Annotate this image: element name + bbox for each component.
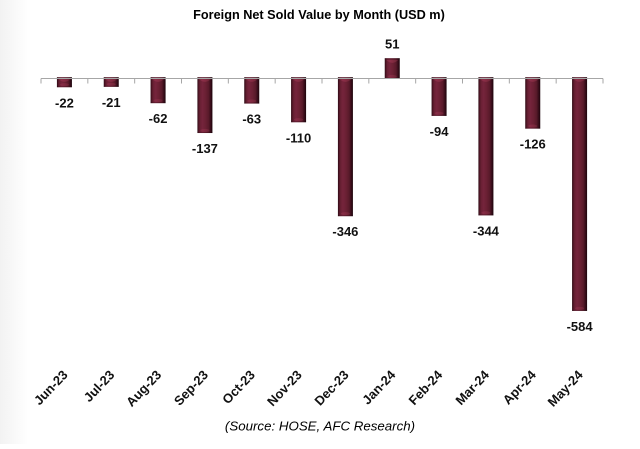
- svg-text:-63: -63: [242, 112, 261, 127]
- svg-text:-584: -584: [567, 319, 594, 334]
- svg-text:-346: -346: [332, 224, 358, 239]
- svg-text:Foreign Net Sold Value by Mont: Foreign Net Sold Value by Month (USD m): [193, 8, 445, 22]
- svg-text:-344: -344: [473, 223, 500, 238]
- svg-text:-62: -62: [149, 111, 168, 126]
- svg-text:-137: -137: [192, 141, 218, 156]
- svg-text:(Source: HOSE, AFC Research): (Source: HOSE, AFC Research): [225, 419, 415, 434]
- svg-text:-94: -94: [430, 124, 450, 139]
- svg-text:-22: -22: [55, 95, 74, 110]
- svg-text:-126: -126: [520, 137, 546, 152]
- svg-text:-110: -110: [286, 130, 311, 145]
- svg-text:51: 51: [385, 37, 399, 52]
- svg-text:-21: -21: [102, 95, 121, 110]
